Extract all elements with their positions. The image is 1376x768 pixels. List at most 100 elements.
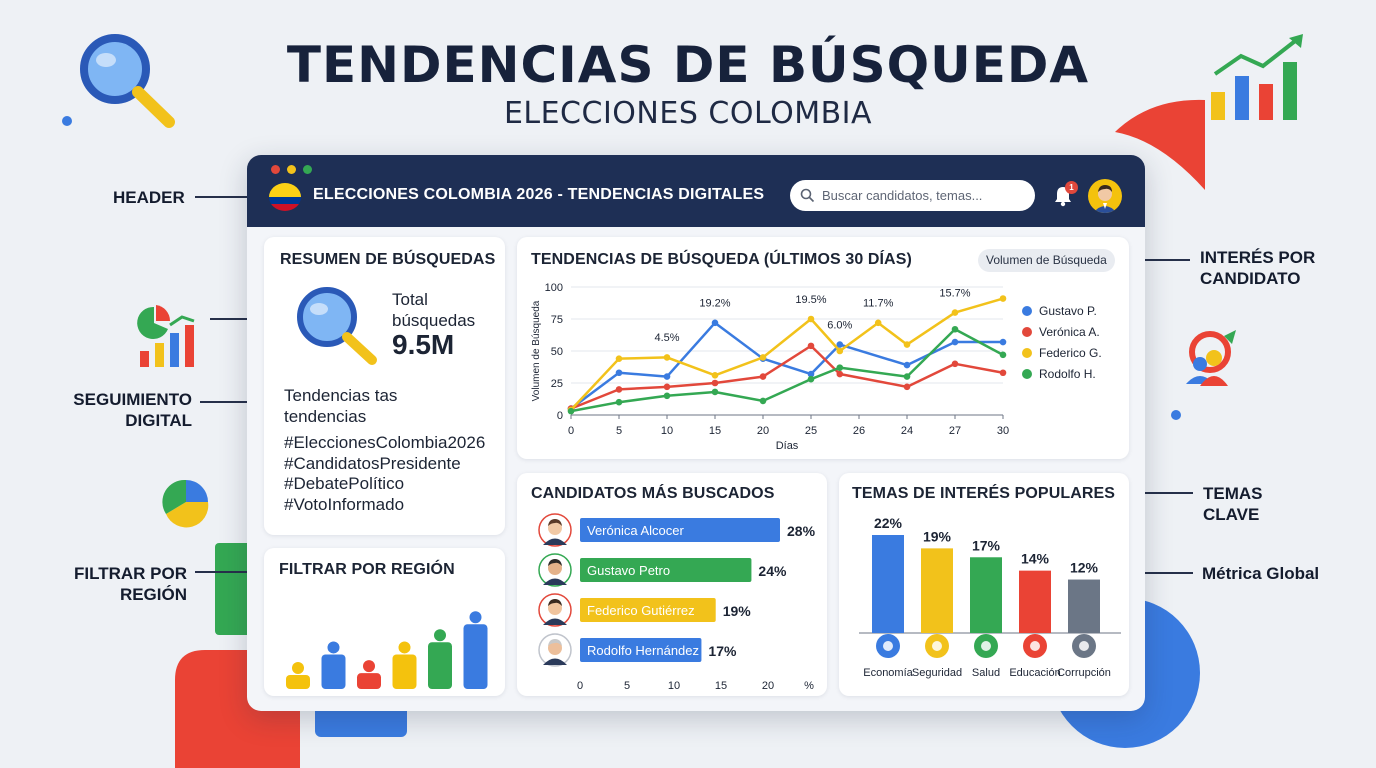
data-point [807,342,815,350]
total-label: Total búsquedas [392,290,476,330]
data-point [663,354,671,361]
y-tick-label: 25 [551,378,563,390]
region-bar[interactable] [321,654,346,689]
hashtag-item[interactable]: #CandidatosPresidente [284,453,461,473]
app-header: ELECCIONES COLOMBIA 2026 - TENDENCIAS DI… [247,155,1145,227]
data-point [807,370,815,378]
callout-line [200,401,276,403]
legend-label: Rodolfo H. [1039,367,1096,381]
candidates-bar-chart[interactable]: Verónica Alcocer 28% Gustavo Petro 24% Feder… [517,509,827,696]
data-point [663,373,671,380]
window-close-dot[interactable] [271,165,280,174]
series-line [570,327,1004,413]
data-point [836,370,844,378]
topic-label: Corrupción [1057,667,1111,679]
hashtag-item[interactable]: #EleccionesColombia2026 [284,433,486,452]
candidate-bar[interactable] [580,598,716,622]
candidate-value-label: 24% [758,563,787,579]
callout-seguimiento: SEGUIMIENTO DIGITAL [73,390,192,430]
search-magnifier-icon [297,287,377,365]
candidate-bar[interactable] [580,518,780,542]
data-point [903,361,911,369]
summary-card: RESUMEN DE BÚSQUEDAS Total búsquedas 9.5… [264,237,505,535]
data-point [615,398,623,406]
candidate-avatar-face [548,601,562,615]
y-axis-label: Volumen de Búsqueda [531,300,542,401]
x-tick-label: 30 [997,425,1009,437]
app-title: ELECCIONES COLOMBIA 2026 - TENDENCIAS DI… [313,186,765,203]
topic-bar[interactable] [921,548,953,633]
x-tick-label: 26 [853,425,865,437]
series-line [570,297,1004,411]
topic-value-label: 14% [1021,551,1050,567]
region-filter-title: FILTRAR POR REGIÓN [279,561,455,578]
data-point [567,407,575,415]
notification-badge: 1 [1065,181,1078,194]
data-point [836,341,844,348]
search-box[interactable] [790,180,1035,211]
window-maximize-dot[interactable] [303,165,312,174]
hashtag-item[interactable]: #DebatePolítico [284,474,405,493]
region-bar[interactable] [286,675,310,689]
data-annotation: 15.7% [939,287,970,299]
data-point [903,383,911,391]
topics-bar-chart[interactable]: 22% Economía 19% Seguridad 17% Salud 14% Educac… [839,509,1129,696]
volume-pill[interactable]: Volumen de Búsqueda [978,249,1115,272]
candidate-avatar-hair [548,519,562,526]
topics-card: TEMAS DE INTERÉS POPULARES 22% Economía 19… [839,473,1129,696]
x-tick-label: 20 [757,425,769,437]
region-bar[interactable] [428,642,452,689]
region-bar[interactable] [392,654,417,689]
x-tick-label: 15 [709,425,721,437]
page-title: TENDENCIAS DE BÚSQUEDA [286,36,1090,94]
user-avatar-icon [1093,185,1117,213]
legend-label: Federico G. [1039,346,1102,360]
x-tick-label: 27 [949,425,961,437]
top-candidates-card: CANDIDATOS MÁS BUSCADOS Verónica Alcocer… [517,473,827,696]
trends-line-chart[interactable]: 0 25 50 75 100 0 5 10 15 20 25 26 24 27 30 Días Volumen … [517,275,1129,459]
search-input[interactable] [822,186,1022,205]
callout-line [1118,259,1190,261]
growth-chart-icon [1211,34,1303,120]
top-candidates-title: CANDIDATOS MÁS BUSCADOS [531,485,775,502]
topic-icon-glyph [1079,641,1089,651]
data-point [663,383,671,391]
candidate-avatar-hair [548,559,562,566]
candidate-name: Gustavo Petro [587,563,670,578]
x-tick-label: 10 [661,425,673,437]
region-filter-card[interactable]: FILTRAR POR REGIÓN [264,548,505,696]
data-point [759,354,767,361]
candidate-bar[interactable] [580,638,702,662]
data-point [903,373,911,380]
user-avatar[interactable] [1088,179,1122,213]
trends-chart-card: TENDENCIAS DE BÚSQUEDA (ÚLTIMOS 30 DÍAS)… [517,237,1129,459]
y-tick-label: 75 [551,314,563,326]
topic-bar[interactable] [1068,579,1100,633]
page-subtitle: ELECCIONES COLOMBIA [503,96,873,131]
trends-chart-title: TENDENCIAS DE BÚSQUEDA (ÚLTIMOS 30 DÍAS) [531,251,912,268]
trends-label: Tendencias tas tendencias [284,386,398,426]
candidate-name: Federico Gutiérrez [587,603,695,618]
data-annotation: 19.5% [795,294,826,306]
data-point [999,338,1007,346]
legend-marker [1022,369,1032,379]
topic-bar[interactable] [1019,570,1051,633]
legend-marker [1022,327,1032,337]
topic-value-label: 12% [1070,560,1099,576]
hashtag-item[interactable]: #VotoInformado [284,494,405,514]
data-annotation: 11.7% [863,298,894,310]
region-bar-marker [327,641,340,654]
x-tick-label: 24 [901,425,913,437]
window-minimize-dot[interactable] [287,165,296,174]
topic-bar[interactable] [970,557,1002,633]
region-bar[interactable] [357,673,381,689]
region-bars[interactable] [264,588,505,696]
candidate-avatar-face [548,561,562,575]
x-tick-label: 5 [616,425,622,437]
region-bar[interactable] [463,624,488,689]
data-annotation: 19.2% [699,298,730,310]
topic-bar[interactable] [872,535,904,633]
data-point [663,392,671,400]
candidate-bar[interactable] [580,558,752,582]
region-bar-marker [363,660,375,673]
